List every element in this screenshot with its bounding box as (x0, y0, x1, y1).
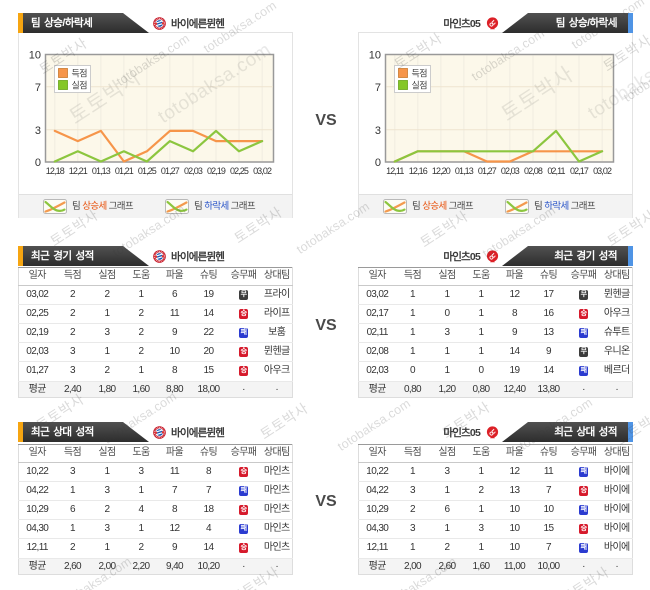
svg-text:실점: 실점 (72, 80, 88, 91)
svg-text:02,08: 02,08 (524, 166, 543, 176)
svg-text:02,19: 02,19 (207, 166, 226, 176)
svg-text:득점: 득점 (412, 68, 428, 79)
svg-text:12,16: 12,16 (409, 166, 428, 176)
svg-text:10: 10 (369, 50, 381, 62)
svg-text:03,02: 03,02 (253, 166, 272, 176)
svg-text:02,03: 02,03 (184, 166, 203, 176)
svg-text:3: 3 (375, 125, 381, 137)
svg-text:0: 0 (35, 157, 41, 169)
svg-text:01,25: 01,25 (138, 166, 157, 176)
svg-text:01,21: 01,21 (115, 166, 134, 176)
svg-text:0: 0 (375, 157, 381, 169)
svg-text:01,27: 01,27 (161, 166, 180, 176)
svg-text:02,17: 02,17 (570, 166, 589, 176)
svg-text:실점: 실점 (412, 80, 428, 91)
svg-text:12,18: 12,18 (46, 166, 65, 176)
svg-text:12,21: 12,21 (69, 166, 88, 176)
svg-text:득점: 득점 (72, 68, 88, 79)
svg-text:01,27: 01,27 (478, 166, 497, 176)
svg-text:03,02: 03,02 (593, 166, 612, 176)
svg-text:02,11: 02,11 (547, 166, 565, 176)
svg-text:7: 7 (35, 82, 41, 94)
svg-text:3: 3 (35, 125, 41, 137)
svg-text:7: 7 (375, 82, 381, 94)
svg-text:01,13: 01,13 (92, 166, 111, 176)
svg-text:12,11: 12,11 (386, 166, 404, 176)
svg-text:01,13: 01,13 (455, 166, 474, 176)
svg-text:12,20: 12,20 (432, 166, 451, 176)
svg-text:10: 10 (29, 50, 41, 62)
svg-text:02,25: 02,25 (230, 166, 249, 176)
svg-text:02,03: 02,03 (501, 166, 520, 176)
